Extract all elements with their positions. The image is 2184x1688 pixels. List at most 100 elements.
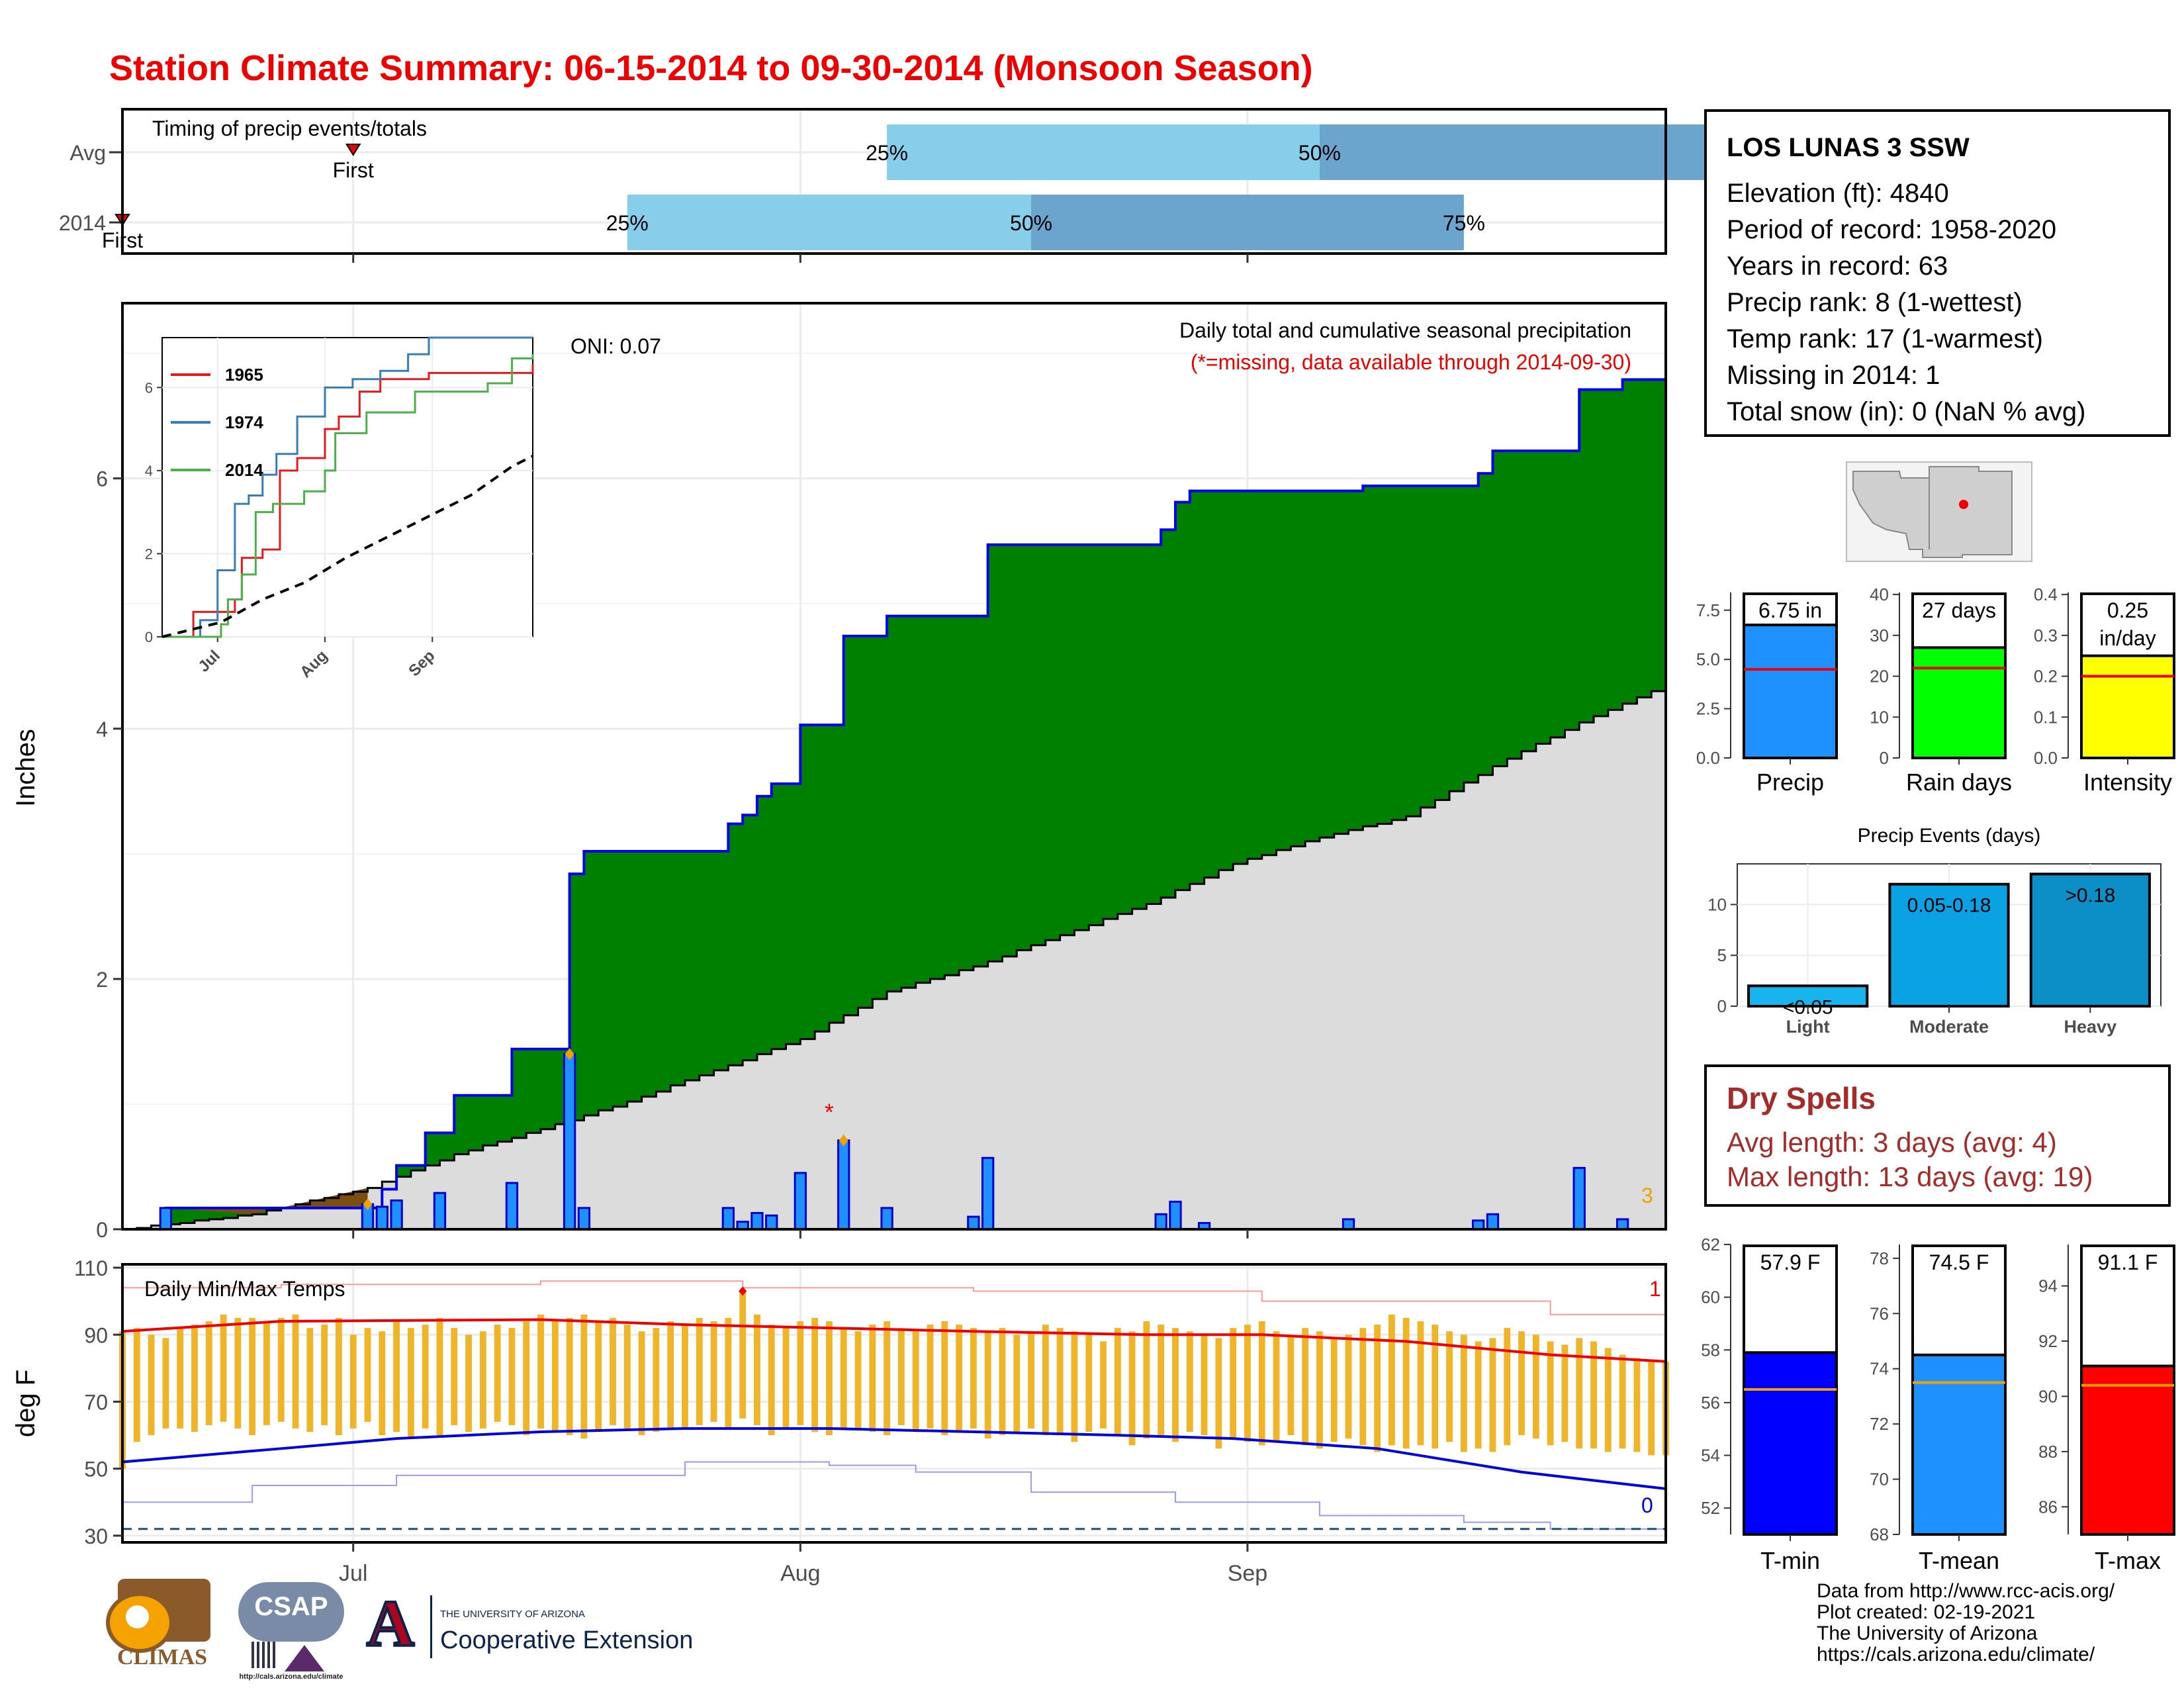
- temp-chart-title: Daily Min/Max Temps: [144, 1277, 345, 1301]
- station-missing: Missing in 2014: 1: [1727, 361, 1940, 390]
- station-snow: Total snow (in): 0 (NaN % avg): [1727, 397, 2086, 426]
- events-y-tick-label: 0: [1717, 996, 1727, 1016]
- source-line: https://cals.arizona.edu/climate/: [1817, 1644, 2095, 1665]
- station-location-dot: [1959, 500, 1968, 509]
- temp-daily-range-bar: [1273, 1331, 1280, 1442]
- dry-spells-panel: Dry Spells Avg length: 3 days (avg: 4) M…: [1704, 1064, 2171, 1207]
- inset-legend-label: 1974: [225, 412, 263, 432]
- precip-daily-bar: [1615, 1218, 1629, 1231]
- temp-daily-range-bar: [970, 1328, 977, 1429]
- precip-chart: * 3 Daily total and cumulative seasonal pr…: [11, 302, 1667, 1242]
- temp-daily-range-bar: [754, 1314, 760, 1425]
- temp-summary-1-y-tick-label: 74: [1870, 1359, 1889, 1379]
- temp-daily-range-bar: [1042, 1325, 1049, 1436]
- precip-daily-bar: [837, 1139, 850, 1231]
- events-x-tick-label: Light: [1786, 1017, 1830, 1037]
- timing-plot-border: [121, 108, 1667, 255]
- temp-daily-range-bar: [1258, 1321, 1265, 1446]
- temp-daily-range-bar: [623, 1325, 631, 1429]
- precip-daily-bar: [159, 1207, 173, 1231]
- temp-daily-range-bar: [1100, 1341, 1107, 1429]
- temp-daily-range-bar: [379, 1331, 386, 1436]
- timing-bar-q50-q75: [1031, 195, 1464, 250]
- temp-daily-range-bar: [1158, 1325, 1165, 1436]
- precip-daily-bar: [1486, 1213, 1500, 1231]
- timing-first-marker: [345, 144, 361, 156]
- temp-daily-range-bar: [1172, 1328, 1179, 1442]
- temp-daily-range-bar: [133, 1328, 140, 1442]
- temp-daily-range-bar: [436, 1317, 443, 1436]
- temp-summary-0-value-label: 57.9 F: [1760, 1250, 1821, 1274]
- precip-y-tick-label: 2: [96, 968, 108, 992]
- temp-daily-range-bar: [465, 1335, 472, 1432]
- precip-cumulative-2014-line: [122, 378, 1666, 1231]
- precip-summary-1-y-tick-label: 30: [1870, 626, 1889, 645]
- precip-summary-2-y-tick-label: 0.3: [2034, 626, 2058, 645]
- temp-daily-range-bar: [393, 1321, 400, 1432]
- temp-daily-range-bar: [537, 1314, 544, 1429]
- precip-y-tick-label: 0: [96, 1218, 108, 1242]
- precip-events-chart: Precip Events (days)0510<0.05Light0.05-0…: [1707, 825, 2161, 1037]
- precip-summary-1-y-tick-label: 0: [1880, 748, 1889, 768]
- precip-summary-0-y-tick-label: 7.5: [1696, 600, 1720, 620]
- temp-summary-0-y-tick-label: 60: [1701, 1288, 1720, 1307]
- events-y-tick-label: 5: [1717, 945, 1727, 965]
- csap-logo-url: http://cals.arizona.edu/climate: [239, 1673, 343, 1681]
- temp-daily-range-bar: [1316, 1331, 1323, 1449]
- temp-summary-2-y-tick-label: 86: [2038, 1497, 2058, 1517]
- temp-y-tick-label: 30: [84, 1524, 108, 1548]
- temp-summary-2-y-tick-label: 92: [2038, 1331, 2058, 1351]
- events-bar-moderate: [1888, 882, 2010, 1008]
- climas-logo-text: CLIMAS: [116, 1645, 208, 1669]
- temp-daily-range-bar: [999, 1328, 1006, 1436]
- precip-missing-marker: *: [825, 1098, 834, 1125]
- events-x-tick-label: Heavy: [2064, 1017, 2117, 1037]
- temp-daily-range-bar: [682, 1325, 688, 1429]
- precip-daily-bar: [505, 1182, 519, 1231]
- temp-daily-range-bar: [205, 1321, 212, 1425]
- climas-logo: CLIMAS: [106, 1579, 218, 1685]
- temp-daily-range-bar: [1230, 1328, 1237, 1439]
- temp-daily-range-bar: [1460, 1335, 1467, 1452]
- temp-y-tick-label: 90: [84, 1323, 108, 1347]
- events-x-tick-label: Moderate: [1909, 1017, 1989, 1037]
- temp-daily-range-bar: [667, 1321, 674, 1429]
- temp-summary-2-y-tick-label: 90: [2038, 1386, 2058, 1406]
- precip-chart-subtitle: (*=missing, data available through 2014-…: [1191, 350, 1631, 374]
- source-line: Plot created: 02-19-2021: [1817, 1601, 2036, 1623]
- temp-summary-2-value-label: 91.1 F: [2098, 1250, 2158, 1274]
- temp-daily-range-bar: [912, 1331, 919, 1432]
- temp-summary-0-x-label: T-min: [1760, 1547, 1820, 1574]
- timing-row-label: Avg: [69, 141, 106, 165]
- temp-daily-range-bar: [1359, 1328, 1367, 1446]
- events-y-tick-label: 10: [1707, 894, 1727, 914]
- temp-daily-range-bar: [1619, 1354, 1626, 1449]
- precip-daily-bar: [794, 1172, 807, 1231]
- temp-summary-2-bar: [2080, 1364, 2175, 1536]
- temp-daily-range-bar: [191, 1325, 198, 1432]
- temp-daily-range-bar: [479, 1331, 486, 1429]
- precip-summary-1-value-label: 27 days: [1922, 598, 1996, 622]
- precip-daily-bar: [765, 1214, 778, 1231]
- temp-daily-range-bar: [1590, 1341, 1597, 1449]
- temp-daily-range-bar: [811, 1317, 819, 1432]
- inset-series-2014: [162, 354, 534, 638]
- events-bar-heavy: [2029, 872, 2151, 1008]
- precip-summary-2-value-label: 0.25: [2107, 598, 2148, 622]
- temp-count-bottom: 0: [1641, 1493, 1653, 1517]
- temp-daily-range-bar: [1475, 1341, 1482, 1449]
- temp-daily-range-bar: [292, 1314, 299, 1429]
- precip-plot-border: [121, 302, 1667, 1231]
- temp-count-top: 1: [1649, 1277, 1661, 1301]
- temp-daily-range-bar: [1633, 1358, 1641, 1452]
- temp-record-marker: [739, 1286, 747, 1296]
- timing-row-label: 2014: [59, 211, 106, 235]
- temp-daily-range-bar: [1532, 1335, 1539, 1439]
- precip-summary-0-y-tick-label: 5.0: [1696, 649, 1720, 669]
- ua-name: THE UNIVERSITY OF ARIZONA: [440, 1609, 585, 1620]
- precip-summary-2-x-label: Intensity: [2083, 769, 2172, 796]
- temp-daily-range-bar: [696, 1317, 703, 1425]
- precip-event-marker: [565, 1048, 574, 1060]
- source-line: Data from http://www.rcc-acis.org/: [1817, 1580, 2115, 1602]
